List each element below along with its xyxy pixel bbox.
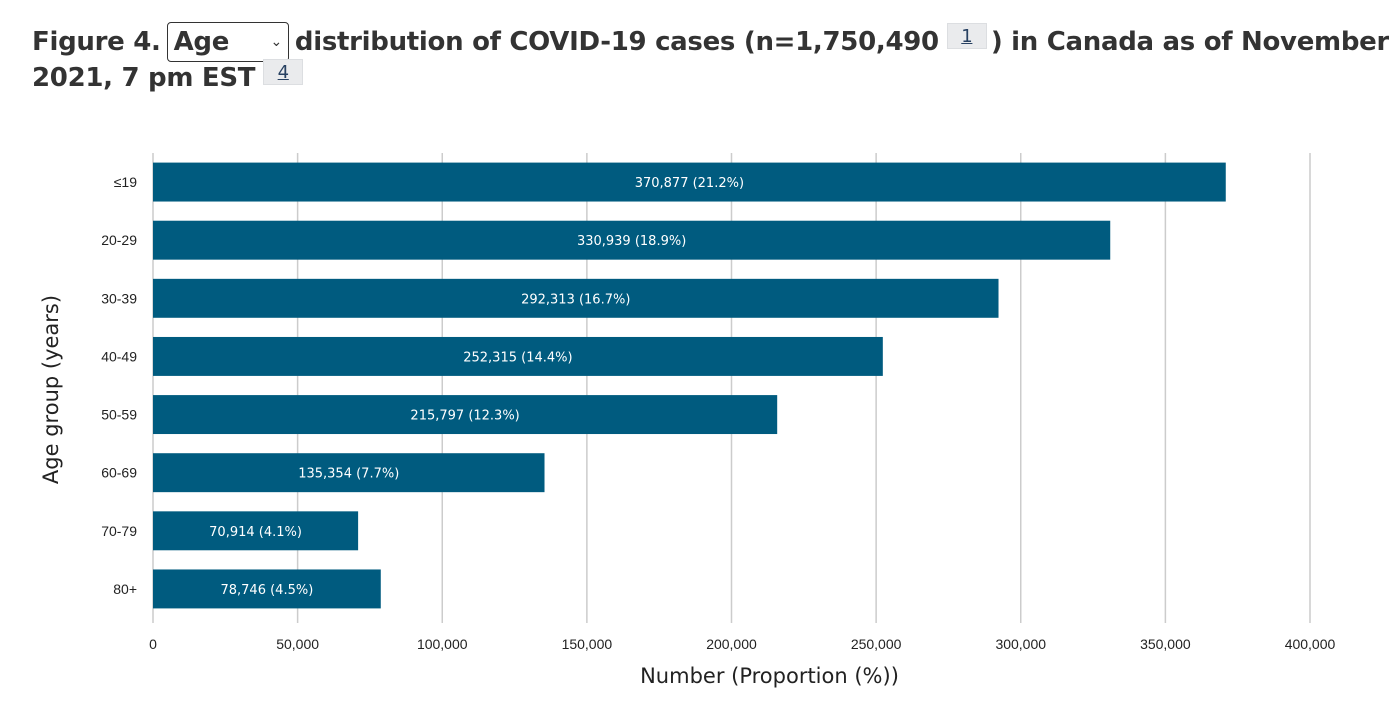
y-axis-title: Age group (years)	[39, 295, 63, 484]
figure-number: Figure 4.	[32, 27, 161, 57]
x-tick-label: 200,000	[706, 636, 757, 652]
figure-title-line-2: 2021, 7 pm EST 4	[32, 59, 1389, 96]
x-tick-label: 100,000	[417, 636, 468, 652]
y-tick-label: 30-39	[101, 290, 137, 306]
bar	[153, 278, 999, 318]
bar-data-label: 370,877 (21.2%)	[635, 176, 744, 191]
figure-title-line-1: Figure 4. Age ⌄ distribution of COVID-19…	[32, 22, 1389, 62]
x-tick-label: 400,000	[1285, 636, 1336, 652]
y-tick-label: 60-69	[101, 465, 137, 481]
bar	[153, 511, 359, 551]
x-axis-title: Number (Proportion (%))	[640, 664, 899, 688]
breakdown-select[interactable]: Age ⌄	[166, 22, 289, 62]
x-tick-label: 0	[149, 636, 157, 652]
y-axis-tick-labels: ≤19 20-29 30-39 40-49 50-59 60-69 70-79 80+	[101, 174, 137, 597]
bar-data-label: 135,354 (7.7%)	[298, 467, 399, 482]
figure-title-text: distribution of COVID-19 cases (n=1,750,…	[294, 27, 939, 57]
figure-title-suffix: ) in Canada as of November	[990, 27, 1389, 57]
chart-bars: 370,877 (21.2%) 330,939 (18.9%) 292,313 (1…	[153, 162, 1226, 609]
x-axis-tick-labels: 0 50,000 100,000 150,000 200,000 250,000 300,0…	[149, 636, 1335, 652]
bar-data-label: 70,914 (4.1%)	[209, 525, 302, 540]
figure-title: Figure 4. Age ⌄ distribution of COVID-19…	[32, 22, 1389, 96]
y-tick-label: 20-29	[101, 232, 137, 248]
bar-data-label: 252,315 (14.4%)	[463, 350, 572, 365]
y-tick-label: 80+	[113, 581, 137, 597]
y-tick-label: 50-59	[101, 407, 137, 423]
footnote-link-4[interactable]: 4	[263, 59, 304, 85]
y-tick-label: 70-79	[101, 523, 137, 539]
x-tick-label: 300,000	[995, 636, 1046, 652]
figure-title-date: 2021, 7 pm EST	[32, 63, 256, 93]
bar	[153, 162, 1226, 202]
y-tick-label: ≤19	[114, 174, 137, 190]
chevron-down-icon: ⌄	[270, 34, 282, 50]
x-tick-label: 50,000	[276, 636, 319, 652]
footnote-link-1[interactable]: 1	[946, 23, 987, 49]
bar	[153, 569, 381, 609]
bar-data-label: 292,313 (16.7%)	[521, 292, 630, 307]
x-tick-label: 250,000	[851, 636, 902, 652]
bar	[153, 453, 545, 493]
bar-data-label: 78,746 (4.5%)	[220, 583, 313, 598]
x-tick-label: 150,000	[562, 636, 613, 652]
breakdown-select-value: Age	[173, 27, 230, 57]
bar	[153, 336, 883, 376]
bar	[153, 220, 1111, 260]
bar-data-label: 330,939 (18.9%)	[577, 234, 686, 249]
bar-data-label: 215,797 (12.3%)	[410, 409, 519, 424]
x-tick-label: 350,000	[1140, 636, 1191, 652]
y-tick-label: 40-49	[101, 348, 137, 364]
bar	[153, 395, 778, 435]
